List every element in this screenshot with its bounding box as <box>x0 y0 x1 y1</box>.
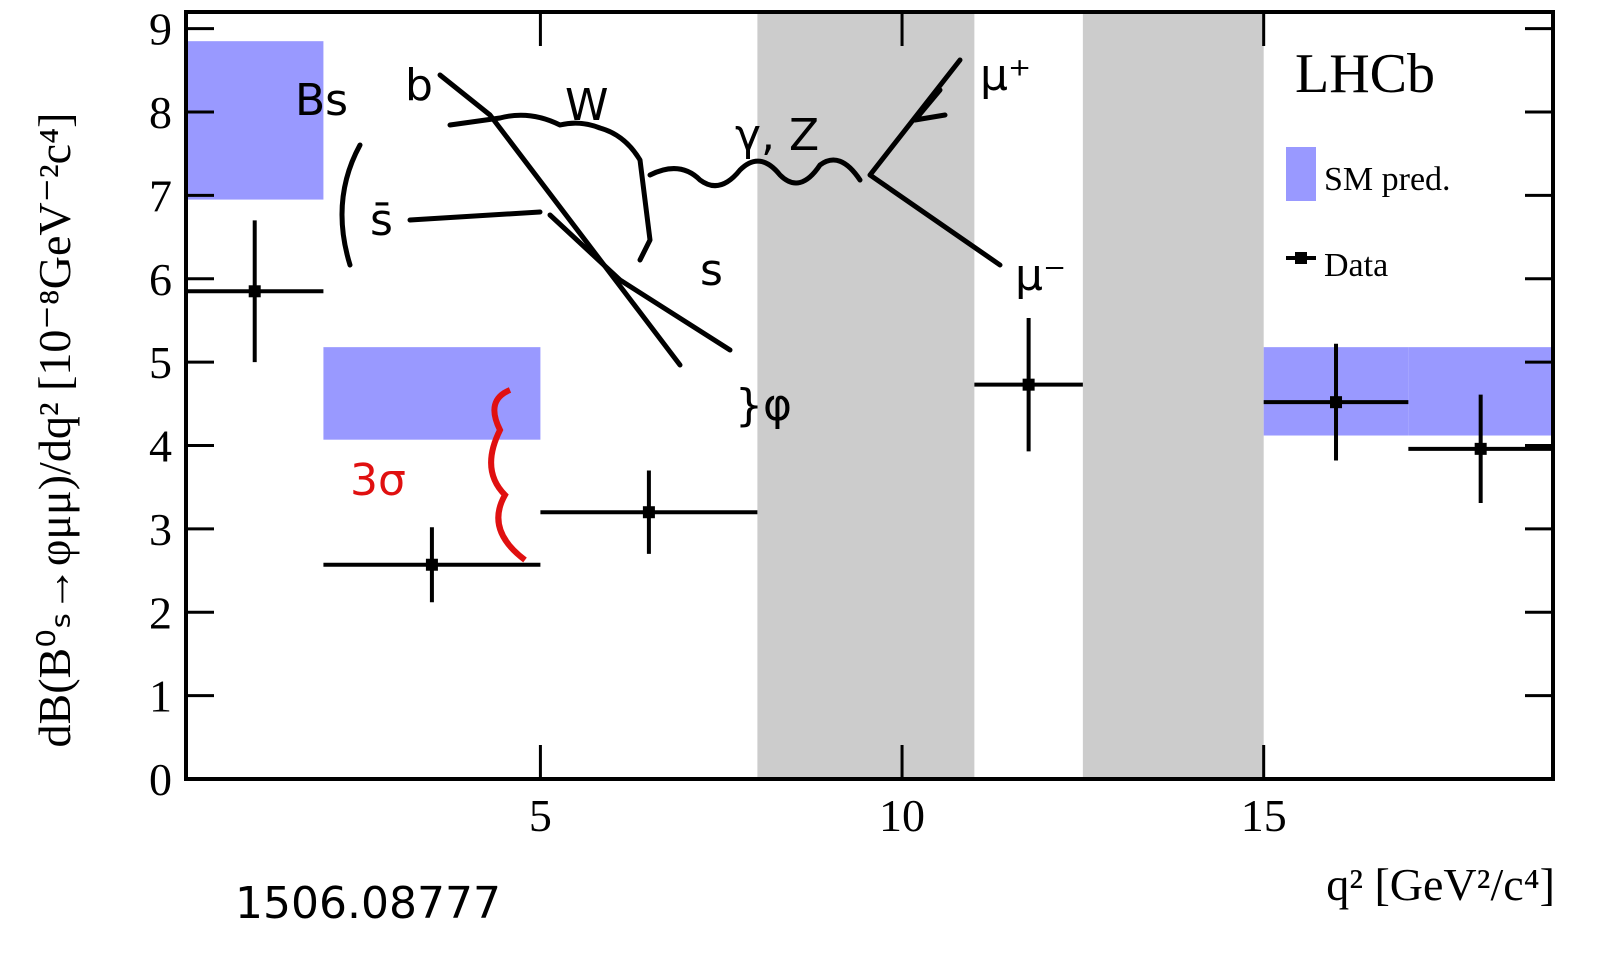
data-point <box>1330 396 1343 409</box>
data-point <box>1022 378 1035 391</box>
hand-label: 1506.08777 <box>235 878 501 929</box>
legend-label: SM pred. <box>1324 161 1451 198</box>
hand-label: b <box>405 60 433 111</box>
ink <box>407 209 543 223</box>
hand-label: s̄ <box>370 195 393 246</box>
ink <box>547 212 733 353</box>
legend-swatch <box>1295 252 1307 264</box>
y-tick-label: 1 <box>149 671 172 722</box>
hand-label: γ, Z <box>735 110 819 161</box>
y-tick-label: 5 <box>149 337 172 388</box>
veto-region <box>1082 12 1264 779</box>
hand-label: Bs <box>295 75 348 126</box>
hand-label: 3σ <box>350 455 406 506</box>
data-point <box>425 558 438 571</box>
handwritten-diagram: Bs b s̄ W γ, Z μ⁺ μ⁻ s }φ 3σ 1506.08777 <box>235 50 1066 929</box>
hand-label: μ⁺ <box>980 50 1031 101</box>
data-point <box>248 285 261 298</box>
y-axis-label: dB(B⁰ₛ→φμμ)/dq² [10⁻⁸GeV⁻²c⁴] <box>29 113 80 748</box>
frame <box>184 10 1555 781</box>
data-point <box>1474 442 1487 455</box>
ink <box>488 387 527 563</box>
y-tick-label: 3 <box>149 504 172 555</box>
legend-label: Data <box>1324 247 1388 284</box>
chart-title: LHCb <box>1295 43 1435 105</box>
data-point <box>642 506 655 519</box>
y-tick-label: 2 <box>149 587 172 638</box>
veto-region <box>757 12 975 779</box>
hand-label: }φ <box>735 380 792 431</box>
ink <box>339 142 363 268</box>
y-tick-label: 9 <box>149 4 172 55</box>
x-tick-label: 10 <box>879 790 925 841</box>
ink <box>647 157 863 189</box>
hand-label: s <box>700 245 723 296</box>
plot-area <box>186 12 1553 779</box>
y-tick-label: 8 <box>149 87 172 138</box>
x-tick-label: 5 <box>529 790 552 841</box>
ink <box>447 112 653 263</box>
hand-label: μ⁻ <box>1015 250 1066 301</box>
x-axis-label: q² [GeV²/c⁴] <box>1326 859 1555 910</box>
legend-swatch <box>1286 147 1316 201</box>
y-tick-label: 0 <box>149 754 172 805</box>
y-tick-label: 7 <box>149 170 172 221</box>
x-tick-label: 15 <box>1241 790 1287 841</box>
sm-band <box>186 41 324 200</box>
ink <box>437 72 683 368</box>
hand-label: W <box>565 80 609 131</box>
ink <box>867 57 1003 268</box>
y-tick-label: 6 <box>149 254 172 305</box>
y-tick-label: 4 <box>149 421 172 472</box>
